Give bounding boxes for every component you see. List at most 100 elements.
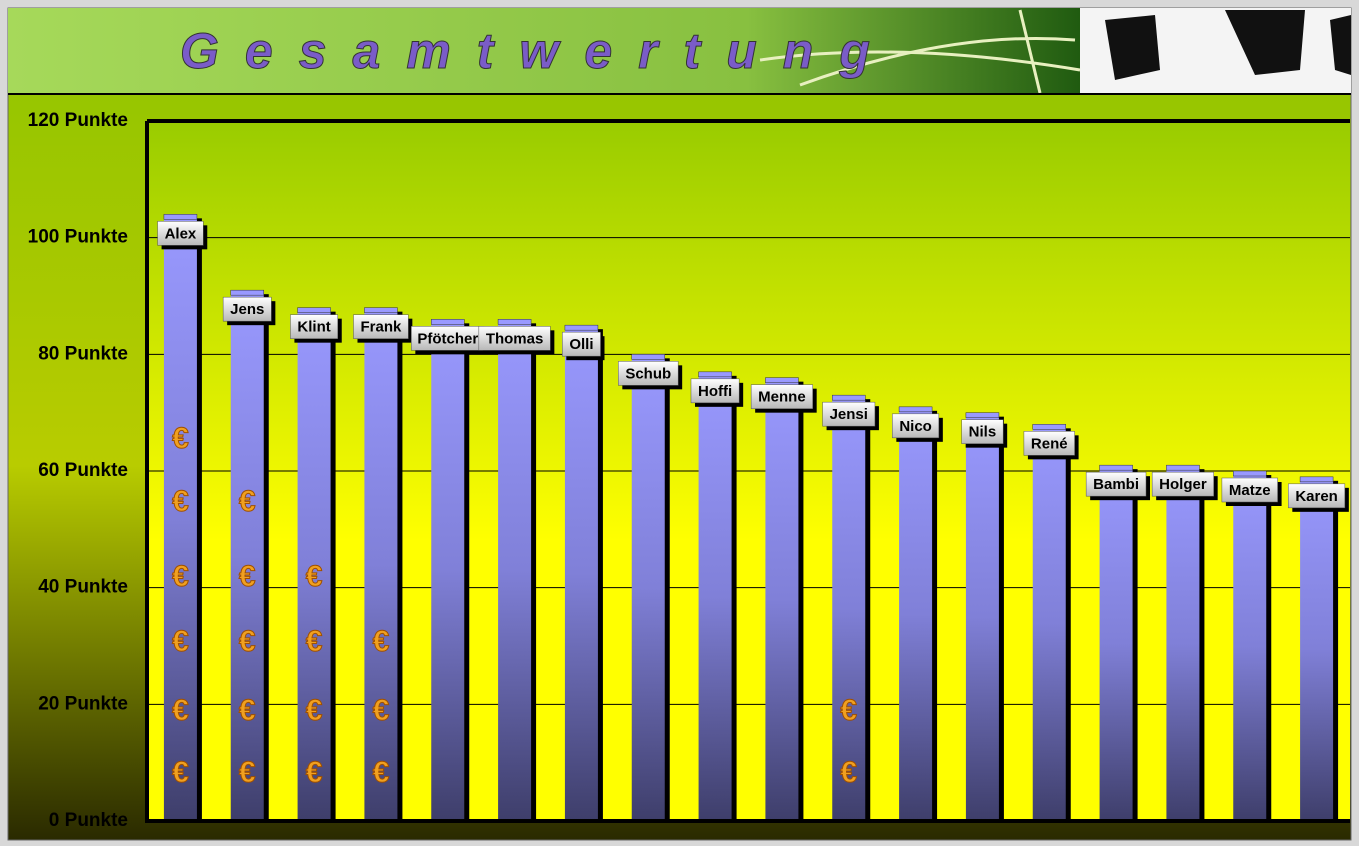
name-label: Menne — [750, 384, 817, 413]
name-label-box — [1023, 431, 1075, 456]
bar — [163, 214, 197, 822]
bar — [230, 290, 264, 822]
bar-cap — [1099, 464, 1133, 471]
euro-coin: € — [172, 625, 189, 658]
name-label-box — [157, 221, 204, 246]
bar — [1300, 476, 1334, 821]
bar-cap — [698, 371, 732, 378]
bar-cap — [1032, 424, 1066, 430]
y-tick-label: 40 Punkte — [38, 577, 128, 598]
x-tick-label: Pfötcher — [417, 330, 478, 347]
euro-coin: € — [373, 625, 390, 658]
y-tick-label: 80 Punkte — [38, 343, 128, 364]
bar-cap — [965, 412, 1000, 418]
bar — [631, 354, 665, 821]
name-label: Matze — [1221, 477, 1282, 506]
bar-cap — [765, 377, 799, 383]
name-label-box — [1085, 471, 1147, 497]
name-label: Klint — [290, 314, 342, 343]
x-tick-label: Olli — [569, 336, 593, 353]
bar-cap — [898, 406, 933, 413]
bar — [698, 371, 732, 821]
name-label-box — [562, 331, 601, 357]
bar — [1032, 424, 1066, 821]
chart-title: Gesamtwertung — [180, 23, 896, 79]
x-tick-label: Karen — [1295, 488, 1338, 505]
bar-cap — [564, 324, 599, 331]
y-tick-label: 120 Punkte — [28, 110, 128, 131]
bar — [564, 325, 598, 821]
bar — [1233, 471, 1267, 821]
bar — [965, 412, 999, 821]
euro-coin: € — [172, 756, 189, 789]
name-label-box — [478, 326, 551, 351]
euro-coin: € — [373, 694, 390, 727]
name-label: Olli — [562, 331, 605, 361]
name-label: Thomas — [478, 326, 555, 355]
name-label: Pfötcher — [411, 326, 489, 355]
x-tick-label: Klint — [297, 319, 330, 336]
name-label: René — [1023, 431, 1079, 460]
ball-patch — [1225, 10, 1305, 75]
euro-coin: € — [172, 422, 189, 455]
bar-cap — [1166, 464, 1200, 471]
name-label-box — [690, 378, 740, 404]
name-label: Nico — [892, 413, 943, 442]
euro-coin: € — [840, 694, 857, 727]
bar-cap — [1299, 476, 1334, 483]
y-tick-label: 100 Punkte — [28, 227, 128, 248]
euro-coin: € — [239, 756, 256, 789]
name-label: Holger — [1151, 471, 1218, 501]
ball-patch — [1330, 15, 1351, 75]
x-tick-label: Frank — [360, 319, 402, 336]
euro-coin: € — [239, 625, 256, 658]
name-label-box — [892, 413, 940, 439]
euro-coin: € — [172, 485, 189, 518]
bar — [431, 319, 465, 821]
bar — [1166, 465, 1200, 821]
euro-coin: € — [373, 756, 390, 789]
name-label-box — [961, 419, 1004, 444]
bar — [832, 395, 866, 821]
bar-cap — [364, 307, 398, 313]
euro-coin: € — [172, 694, 189, 727]
name-label: Jensi — [822, 401, 879, 431]
bar-cap — [497, 319, 532, 325]
bar — [765, 377, 799, 821]
x-tick-label: Alex — [165, 225, 197, 242]
name-label-box — [822, 401, 876, 427]
name-label: Jens — [222, 296, 276, 326]
x-tick-label: Hoffi — [698, 383, 732, 400]
x-tick-label: Nico — [899, 418, 932, 435]
euro-coin: € — [239, 560, 256, 593]
euro-coin: € — [239, 485, 256, 518]
euro-coin: € — [306, 756, 323, 789]
name-label: Hoffi — [690, 378, 744, 407]
y-tick-label: 60 Punkte — [38, 460, 128, 481]
bar — [364, 307, 398, 822]
euro-coin: € — [306, 694, 323, 727]
bar-cap — [832, 394, 866, 401]
name-label-box — [411, 326, 485, 351]
x-tick-label: Jens — [230, 301, 264, 318]
ball-patch — [1105, 15, 1160, 80]
euro-coin: € — [239, 694, 256, 727]
name-label: Schub — [618, 361, 683, 390]
bar-cap — [1233, 470, 1267, 477]
bar — [297, 307, 331, 822]
bar-cap — [163, 214, 198, 220]
name-label-box — [290, 314, 338, 339]
euro-coin: € — [306, 625, 323, 658]
name-label-box — [618, 361, 679, 386]
x-tick-label: Jensi — [830, 406, 868, 423]
bar-cap — [631, 354, 665, 360]
euro-coin: € — [306, 560, 323, 593]
bar-cap — [431, 319, 465, 325]
name-label-box — [1221, 477, 1278, 503]
name-label: Nils — [961, 419, 1008, 448]
y-tick-label: 0 Punkte — [49, 810, 128, 831]
bar — [899, 406, 933, 821]
bar-cap — [230, 289, 264, 296]
name-label-box — [353, 314, 409, 339]
